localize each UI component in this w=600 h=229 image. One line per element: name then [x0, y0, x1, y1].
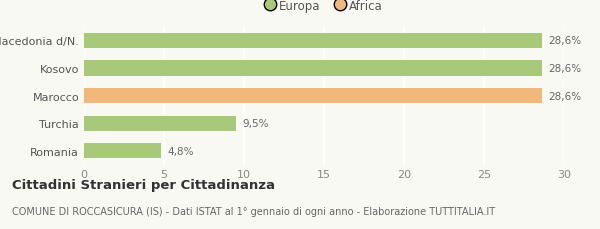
Text: 28,6%: 28,6% — [548, 91, 581, 101]
Bar — [84, 89, 542, 104]
Bar — [84, 144, 161, 159]
Text: Cittadini Stranieri per Cittadinanza: Cittadini Stranieri per Cittadinanza — [12, 179, 275, 192]
Text: 28,6%: 28,6% — [548, 36, 581, 46]
Bar — [84, 34, 542, 49]
Legend: Europa, Africa: Europa, Africa — [260, 0, 388, 17]
Text: 4,8%: 4,8% — [167, 146, 194, 156]
Bar — [84, 116, 236, 131]
Text: COMUNE DI ROCCASICURA (IS) - Dati ISTAT al 1° gennaio di ogni anno - Elaborazion: COMUNE DI ROCCASICURA (IS) - Dati ISTAT … — [12, 206, 495, 216]
Text: 28,6%: 28,6% — [548, 64, 581, 74]
Bar — [84, 61, 542, 76]
Text: 9,5%: 9,5% — [242, 119, 269, 129]
